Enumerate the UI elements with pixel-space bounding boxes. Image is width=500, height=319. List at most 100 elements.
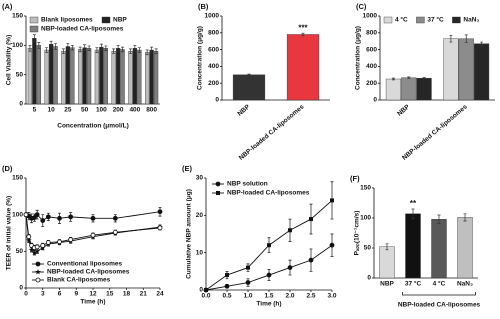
y-tick-label: 800 (366, 30, 377, 37)
error-bar (422, 77, 426, 80)
marker (157, 209, 163, 215)
marker (26, 234, 32, 240)
bar (111, 51, 116, 105)
marker (112, 229, 118, 235)
marker (40, 218, 46, 223)
marker (35, 261, 41, 267)
x-tick-label: 50 (81, 107, 89, 114)
significance: ** (410, 199, 417, 208)
x-tick-label: 1.5 (264, 293, 273, 300)
error-bar (116, 44, 120, 52)
x-tick-label: 9 (74, 291, 78, 298)
marker (57, 215, 62, 221)
x-tick-label: NBP-loaded CA-liposomes (238, 103, 306, 162)
error-bar (66, 43, 70, 50)
marker (266, 272, 272, 278)
y-tick-label: 0 (19, 285, 23, 292)
error-bar (145, 49, 149, 56)
y-tick-label: 150 (12, 175, 23, 182)
error-bar (99, 43, 103, 51)
marker (68, 237, 74, 243)
marker (309, 217, 313, 222)
error-bar (78, 46, 82, 53)
y-axis-label: Cumulative NBP amount (μg) (186, 189, 193, 279)
y-tick-label: 30 (196, 175, 204, 182)
marker (68, 214, 74, 220)
error-bar (391, 77, 395, 81)
x-tick-label: 2.5 (306, 293, 315, 300)
group-label: NBP-loaded CA-liposomes (398, 302, 481, 309)
x-tick-label: 3.0 (327, 293, 336, 300)
error-bar (121, 46, 125, 53)
y-tick-label: 150 (12, 13, 23, 20)
bar (405, 213, 421, 279)
marker (308, 257, 314, 263)
bar (443, 38, 459, 101)
bar (457, 217, 473, 279)
marker (329, 242, 335, 248)
error-bar (464, 34, 468, 43)
error-bar (301, 32, 305, 37)
error-bar (54, 43, 58, 50)
error-bar (28, 44, 32, 52)
legend-label: NaN₃ (463, 17, 479, 24)
y-tick-label: 100 (12, 211, 23, 218)
y-tick-label: 100 (12, 42, 23, 49)
bar (132, 48, 138, 105)
marker (90, 232, 96, 238)
bar (65, 46, 71, 105)
x-tick-label: 100 (96, 107, 107, 114)
bar (401, 77, 417, 101)
y-tick-label: 200 (208, 80, 219, 87)
x-tick-label: 6 (58, 291, 62, 298)
marker (288, 228, 292, 233)
panel-label: (A) (2, 2, 13, 11)
bar (137, 49, 142, 105)
group-bracket (402, 292, 476, 296)
marker (215, 181, 221, 187)
error-bar (70, 44, 74, 51)
significance: *** (298, 23, 308, 32)
marker (157, 225, 163, 231)
y-tick-label: 400 (366, 63, 377, 70)
legend-label: NBP-loaded CA-liposomes (47, 269, 130, 276)
panel-label: (D) (2, 164, 13, 173)
x-axis-label: Concentration (μmol/L) (57, 123, 129, 130)
bar (149, 49, 154, 105)
bar (27, 48, 33, 105)
marker (204, 288, 208, 292)
error-bar (437, 214, 441, 224)
bar (82, 47, 87, 105)
x-tick-label: 12 (89, 291, 97, 298)
bar (385, 78, 401, 101)
y-tick-label: 0 (19, 101, 23, 108)
x-tick-label: 2.0 (285, 293, 294, 300)
y-tick-label: 1000 (205, 13, 220, 20)
legend-label: NBP (113, 17, 127, 24)
error-bar (411, 208, 415, 219)
y-tick-label: 0 (215, 97, 219, 104)
bar (128, 51, 133, 105)
x-tick-label: 200 (113, 107, 124, 114)
error-bar (150, 46, 154, 54)
bar (458, 38, 474, 101)
x-tick-label: NBP-loaded CA-liposomes (401, 103, 469, 162)
error-bar (87, 45, 91, 51)
marker (35, 269, 41, 275)
error-bar (133, 44, 137, 52)
marker (34, 248, 41, 254)
bar (120, 49, 125, 105)
x-tick-label: 21 (140, 291, 148, 298)
legend-label: 4 °C (395, 16, 408, 24)
legend-swatch (29, 25, 39, 33)
x-tick-label: 10 (48, 107, 56, 114)
y-tick-label: 0 (199, 287, 203, 294)
marker (45, 240, 51, 245)
marker (34, 244, 40, 250)
error-bar (32, 34, 36, 43)
x-tick-label: 800 (146, 107, 157, 114)
legend-swatch (101, 16, 111, 24)
x-tick-label: 0.0 (201, 293, 210, 300)
bar (145, 52, 150, 105)
x-tick-label: 37 °C (405, 280, 422, 288)
